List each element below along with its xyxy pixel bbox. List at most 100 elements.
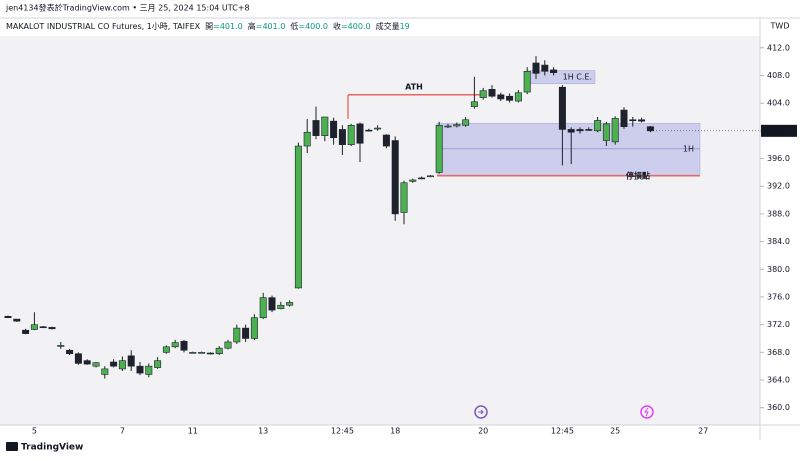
candle-body: [602, 123, 610, 141]
candle-body: [400, 182, 408, 213]
symbol: MAKALOT INDUSTRIAL CO Futures, 1小時, TAIF…: [6, 22, 201, 31]
x-tick-label: 20: [478, 427, 488, 436]
candle-body: [277, 304, 285, 310]
y-tick-label: 384.0: [767, 237, 790, 246]
candle-body: [136, 365, 144, 374]
candle-body: [74, 353, 82, 364]
candle-body: [294, 145, 302, 289]
event-icon[interactable]: [474, 405, 488, 419]
candle-body: [347, 124, 355, 145]
event-icon-glyph: [644, 407, 649, 417]
candle-body: [426, 175, 434, 178]
candle-body: [567, 129, 575, 133]
y-tick-label: 360.0: [767, 403, 790, 412]
candle-body: [356, 123, 364, 144]
x-tick-label: 25: [610, 427, 620, 436]
last-price-label: 400.0: [768, 126, 791, 135]
y-tick-label: 376.0: [767, 292, 790, 301]
candle-body: [4, 316, 12, 319]
candle-body: [646, 126, 654, 132]
zone-label: 1H C.E.: [563, 73, 592, 82]
candle-body: [171, 342, 179, 348]
candle-body: [233, 327, 241, 343]
field-label: 成交量: [376, 21, 400, 31]
field-value: =401.0: [213, 22, 243, 31]
candle-body: [594, 120, 602, 132]
last-price-tag: [761, 124, 797, 137]
candle-body: [365, 129, 373, 132]
candle-body: [497, 94, 505, 100]
field-label: 收: [333, 21, 341, 31]
candle-body: [506, 95, 514, 101]
candle-body: [162, 346, 170, 353]
candle-body: [453, 124, 461, 127]
candle-body: [382, 134, 390, 147]
event-icon[interactable]: [640, 405, 654, 419]
x-tick-label: 12:45: [551, 427, 574, 436]
candle-body: [330, 120, 338, 139]
x-tick-label: 7: [120, 427, 125, 436]
y-tick-label: 412.0: [767, 43, 790, 52]
field-value: 19: [400, 22, 410, 31]
x-tick-label: 12:45: [331, 427, 354, 436]
candle-body: [550, 69, 558, 73]
field-label: 低: [290, 21, 298, 31]
candle-body: [154, 360, 162, 368]
candle-body: [224, 341, 232, 349]
byline: jen4134發表於TradingView.com • 三月 25, 2024 …: [5, 3, 250, 13]
candle-body: [418, 177, 426, 180]
candle-body: [198, 352, 206, 354]
candle-body: [92, 362, 100, 367]
y-tick-label: 388.0: [767, 209, 790, 218]
candle-body: [488, 88, 496, 97]
candle-body: [57, 345, 65, 347]
candle-body: [303, 131, 311, 147]
y-tick-label: 392.0: [767, 182, 790, 191]
candle-body: [39, 326, 47, 329]
candle-body: [541, 64, 549, 72]
level-label: ATH: [405, 82, 423, 91]
x-tick-label: 5: [32, 427, 37, 436]
y-tick-label: 368.0: [767, 348, 790, 357]
candle-body: [479, 90, 487, 98]
candle-body: [286, 302, 294, 306]
field-value: =400.0: [298, 22, 328, 31]
candle-body: [391, 140, 399, 215]
candle-body: [514, 92, 522, 102]
candle-body: [110, 361, 118, 367]
candle-body: [242, 327, 250, 339]
symbol-info: MAKALOT INDUSTRIAL CO Futures, 1小時, TAIF…: [6, 21, 410, 31]
y-tick-label: 364.0: [767, 376, 790, 385]
candle-body: [83, 360, 91, 365]
y-tick-label: 396.0: [767, 154, 790, 163]
candle-body: [338, 129, 346, 145]
candle-body: [435, 124, 443, 173]
candle-body: [259, 297, 267, 319]
candle-body: [321, 116, 329, 136]
candle-body: [215, 347, 223, 355]
field-label: 高: [248, 21, 256, 31]
candle-body: [189, 352, 197, 354]
currency: TWD: [770, 22, 790, 31]
candle-body: [48, 327, 56, 330]
candle-body: [101, 368, 109, 375]
candle-body: [312, 120, 320, 136]
candle-body: [118, 360, 126, 370]
brand-logo: [6, 442, 18, 451]
y-tick-label: 372.0: [767, 320, 790, 329]
candle-body: [532, 62, 540, 74]
candle-body: [22, 329, 30, 334]
candle-body: [611, 118, 619, 143]
x-tick-label: 18: [390, 427, 400, 436]
candle-body: [523, 71, 531, 93]
candle-body: [585, 129, 593, 131]
x-tick-label: 13: [258, 427, 268, 436]
candle-body: [268, 297, 276, 311]
candle-body: [250, 317, 258, 339]
candle-body: [462, 119, 470, 126]
field-value: =400.0: [341, 22, 371, 31]
brand: TradingView: [21, 443, 83, 453]
candle-body: [638, 119, 646, 122]
